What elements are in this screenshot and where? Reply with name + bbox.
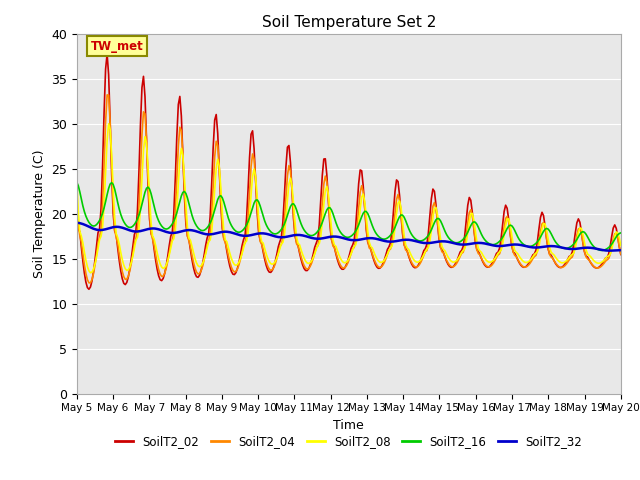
SoilT2_02 (103, 51, 111, 57)
SoilT2_08 (238, 251, 246, 257)
SoilT2_32 (311, 236, 319, 241)
SoilT2_32 (73, 220, 81, 226)
SoilT2_16 (587, 240, 595, 245)
SoilT2_04 (238, 250, 246, 255)
SoilT2_04 (143, 137, 150, 143)
Legend: SoilT2_02, SoilT2_04, SoilT2_08, SoilT2_16, SoilT2_32: SoilT2_02, SoilT2_04, SoilT2_08, SoilT2_… (111, 430, 587, 453)
SoilT2_04 (73, 194, 81, 200)
SoilT2_02 (266, 269, 273, 275)
SoilT2_08 (105, 121, 113, 127)
SoilT2_08 (86, 270, 94, 276)
SoilT2_04 (256, 239, 264, 244)
SoilT2_02 (85, 287, 93, 292)
SoilT2_08 (266, 259, 273, 264)
SoilT2_16 (73, 180, 81, 185)
Line: SoilT2_02: SoilT2_02 (77, 54, 621, 289)
SoilT2_08 (617, 242, 625, 248)
SoilT2_32 (262, 231, 270, 237)
SoilT2_16 (262, 222, 270, 228)
SoilT2_16 (235, 229, 243, 235)
SoilT2_32 (235, 232, 243, 238)
SoilT2_04 (589, 263, 597, 269)
SoilT2_32 (140, 228, 147, 233)
Title: Soil Temperature Set 2: Soil Temperature Set 2 (262, 15, 436, 30)
SoilT2_02 (617, 252, 625, 257)
Line: SoilT2_04: SoilT2_04 (77, 95, 621, 283)
SoilT2_02 (589, 264, 597, 269)
SoilT2_08 (73, 177, 81, 182)
SoilT2_04 (103, 92, 111, 98)
SoilT2_02 (256, 237, 264, 243)
SoilT2_02 (143, 136, 150, 142)
SoilT2_08 (589, 257, 597, 263)
SoilT2_32 (617, 247, 625, 253)
SoilT2_32 (606, 248, 614, 253)
Y-axis label: Soil Temperature (C): Soil Temperature (C) (33, 149, 45, 278)
SoilT2_16 (253, 197, 261, 203)
SoilT2_16 (140, 195, 147, 201)
Line: SoilT2_32: SoilT2_32 (77, 223, 621, 251)
SoilT2_08 (256, 231, 264, 237)
X-axis label: Time: Time (333, 419, 364, 432)
SoilT2_32 (587, 245, 595, 251)
SoilT2_08 (143, 140, 150, 146)
SoilT2_04 (314, 243, 321, 249)
SoilT2_16 (597, 248, 605, 253)
SoilT2_16 (617, 230, 625, 236)
SoilT2_04 (617, 251, 625, 257)
SoilT2_16 (311, 231, 319, 237)
SoilT2_32 (253, 231, 261, 237)
Line: SoilT2_16: SoilT2_16 (77, 182, 621, 251)
SoilT2_04 (266, 266, 273, 272)
SoilT2_08 (314, 242, 321, 248)
Text: TW_met: TW_met (90, 40, 143, 53)
SoilT2_02 (314, 236, 321, 242)
SoilT2_02 (73, 204, 81, 210)
SoilT2_02 (238, 243, 246, 249)
SoilT2_04 (85, 280, 93, 286)
Line: SoilT2_08: SoilT2_08 (77, 124, 621, 273)
